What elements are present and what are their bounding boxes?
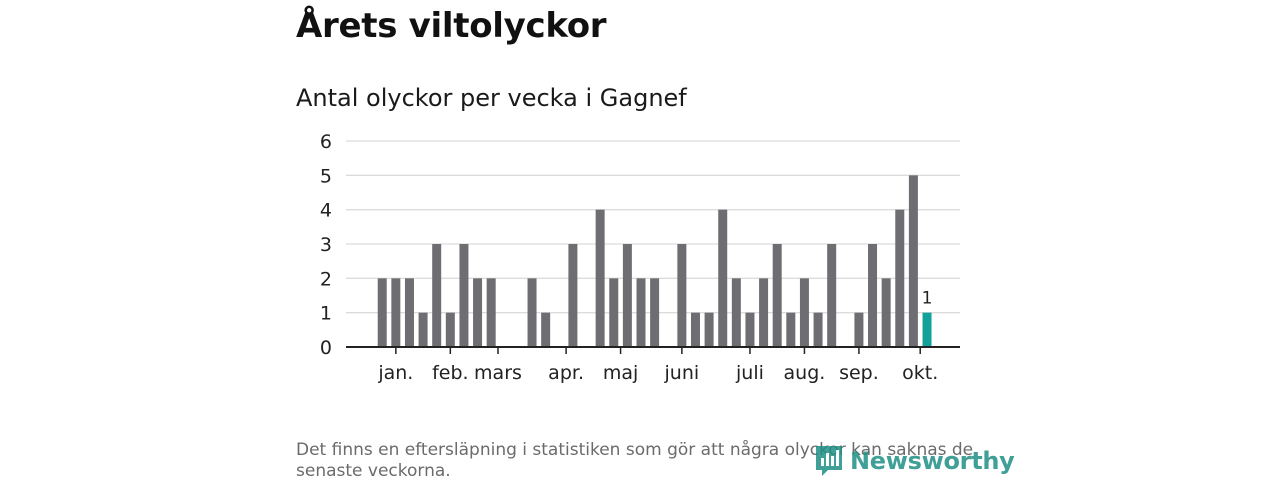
- newsworthy-logo: Newsworthy: [814, 444, 1015, 478]
- bar: [731, 278, 741, 347]
- y-tick-label: 6: [320, 131, 332, 153]
- x-tick-label: juli: [735, 362, 764, 384]
- bar: [704, 312, 714, 347]
- bar: [459, 244, 469, 347]
- x-tick-label: jan.: [377, 362, 413, 384]
- bar: [568, 244, 578, 347]
- bar: [772, 244, 782, 347]
- bar: [404, 278, 414, 347]
- bar: [486, 278, 496, 347]
- bar: [827, 244, 837, 347]
- bar-chart-logo-icon: [816, 446, 842, 476]
- y-tick-label: 5: [320, 165, 332, 187]
- bar: [799, 278, 809, 347]
- page-title: Årets viltolyckor: [296, 6, 607, 46]
- bar: [622, 244, 632, 347]
- bar: [445, 312, 455, 347]
- bar-chart: 0 1 2 3 4 5 6 1 jan. feb. mars apr. maj juni juli aug…: [320, 131, 960, 384]
- y-axis-ticks: 0 1 2 3 4 5 6: [320, 131, 332, 359]
- bar-highlight: [922, 312, 932, 347]
- bar: [391, 278, 401, 347]
- x-tick-label: juni: [664, 362, 700, 384]
- bar: [527, 278, 537, 347]
- bar: [745, 312, 755, 347]
- y-tick-label: 3: [320, 234, 332, 256]
- bar: [650, 278, 660, 347]
- x-tick-label: feb.: [432, 362, 468, 384]
- y-tick-label: 1: [320, 303, 332, 325]
- bar: [854, 312, 864, 347]
- x-tick-label: maj: [603, 362, 638, 384]
- footnote: Det finns en eftersläpning i statistiken…: [296, 440, 974, 481]
- bar: [908, 175, 918, 347]
- x-tick-label: mars: [474, 362, 522, 384]
- y-tick-label: 0: [320, 337, 332, 359]
- bar: [595, 209, 605, 347]
- y-tick-label: 2: [320, 268, 332, 290]
- bar: [377, 278, 387, 347]
- bar: [636, 278, 646, 347]
- bar: [881, 278, 891, 347]
- bar: [813, 312, 823, 347]
- chart-subtitle: Antal olyckor per vecka i Gagnef: [296, 84, 687, 112]
- y-tick-label: 4: [320, 200, 332, 222]
- bar: [432, 244, 442, 347]
- bar: [895, 209, 905, 347]
- x-tick-label: aug.: [784, 362, 826, 384]
- bar: [868, 244, 878, 347]
- bar-data-label: 1: [922, 289, 933, 309]
- x-tick-label: sep.: [839, 362, 879, 384]
- bar: [786, 312, 796, 347]
- bar: [609, 278, 619, 347]
- bar: [473, 278, 483, 347]
- bar: [690, 312, 700, 347]
- x-tick-label: okt.: [902, 362, 938, 384]
- x-tick-label: apr.: [548, 362, 584, 384]
- bar: [677, 244, 687, 347]
- bar: [718, 209, 728, 347]
- bars: 1: [377, 175, 933, 347]
- bar: [759, 278, 769, 347]
- bar: [418, 312, 428, 347]
- bar: [541, 312, 551, 347]
- logo-text: Newsworthy: [850, 447, 1015, 475]
- x-axis-ticks: jan. feb. mars apr. maj juni juli aug. sep. okt.: [377, 347, 938, 384]
